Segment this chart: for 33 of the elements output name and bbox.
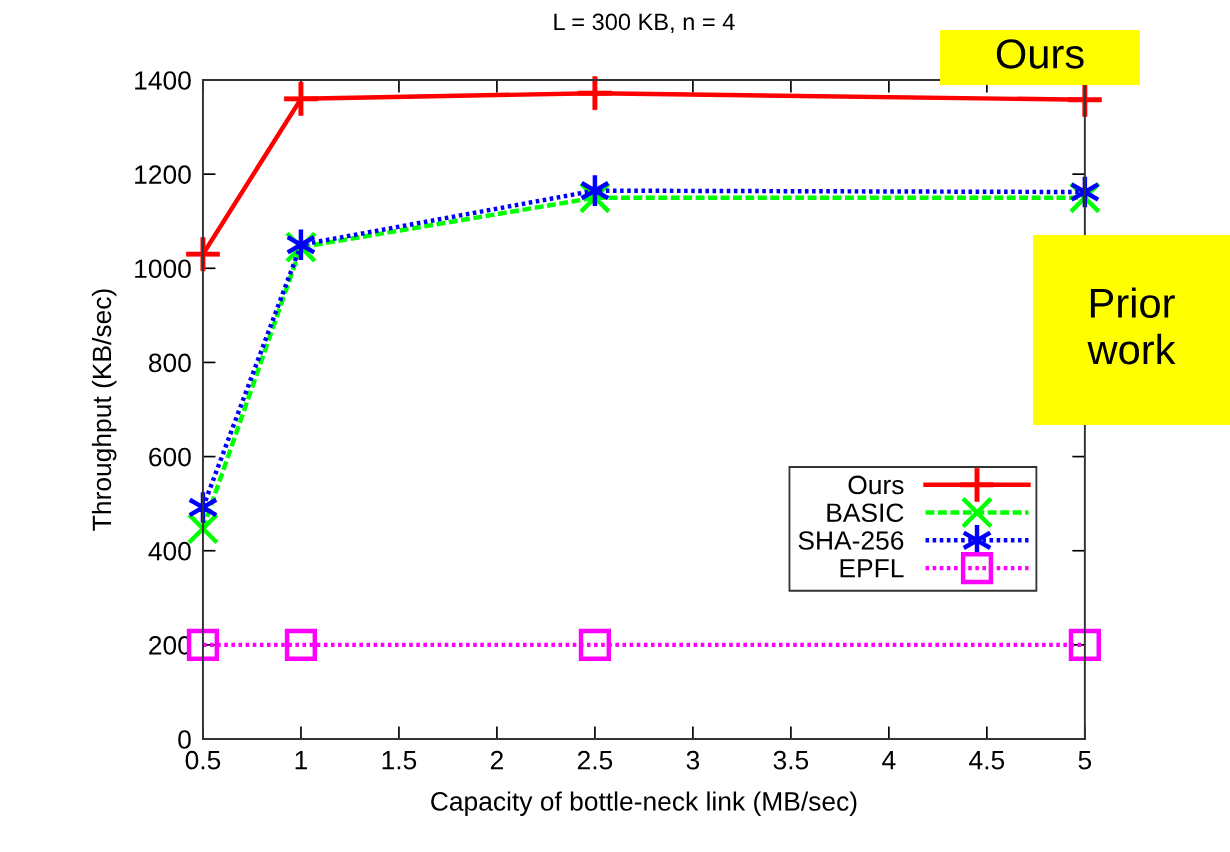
y-axis-title: Throughput (KB/sec) <box>91 289 117 531</box>
legend-label: EPFL <box>840 559 904 578</box>
y-tick-label: 1400 <box>135 71 191 90</box>
point <box>187 489 219 525</box>
x-axis-title: Capacity of bottle-neck link (MB/sec) <box>431 791 857 816</box>
x-tick-label: 2.5 <box>577 750 613 770</box>
x-tick-label: 5 <box>1078 751 1092 770</box>
y-tick-label: 400 <box>148 541 191 561</box>
y-tick-label: 600 <box>149 447 191 467</box>
y-tick-label: 0 <box>178 730 191 749</box>
legend-label: BASIC <box>827 503 904 523</box>
point <box>1068 628 1101 661</box>
chart-title: L = 300 KB, n = 4 <box>554 13 735 34</box>
x-tick-label: 3 <box>686 750 700 770</box>
point <box>578 628 612 661</box>
point <box>186 628 220 661</box>
x-tick-label: 4.5 <box>969 751 1005 770</box>
point <box>284 628 318 661</box>
y-tick-label: 1200 <box>135 165 191 184</box>
point <box>579 173 611 209</box>
x-tick-label: 1.5 <box>382 751 417 770</box>
x-tick-label: 4 <box>882 751 896 770</box>
x-tick-label: 3.5 <box>773 750 809 770</box>
x-tick-label: 0.5 <box>185 750 221 770</box>
y-tick-label: 800 <box>148 353 191 373</box>
x-tick-label: 1 <box>295 751 307 770</box>
text: Prior work <box>1087 287 1176 365</box>
y-tick-label: 1000 <box>135 259 191 279</box>
legend-label: Ours <box>848 475 904 495</box>
x-tick-label: 2 <box>490 750 503 770</box>
legend-label: SHA-256 <box>798 531 904 550</box>
point <box>1069 174 1101 210</box>
text: Ours <box>996 39 1084 69</box>
